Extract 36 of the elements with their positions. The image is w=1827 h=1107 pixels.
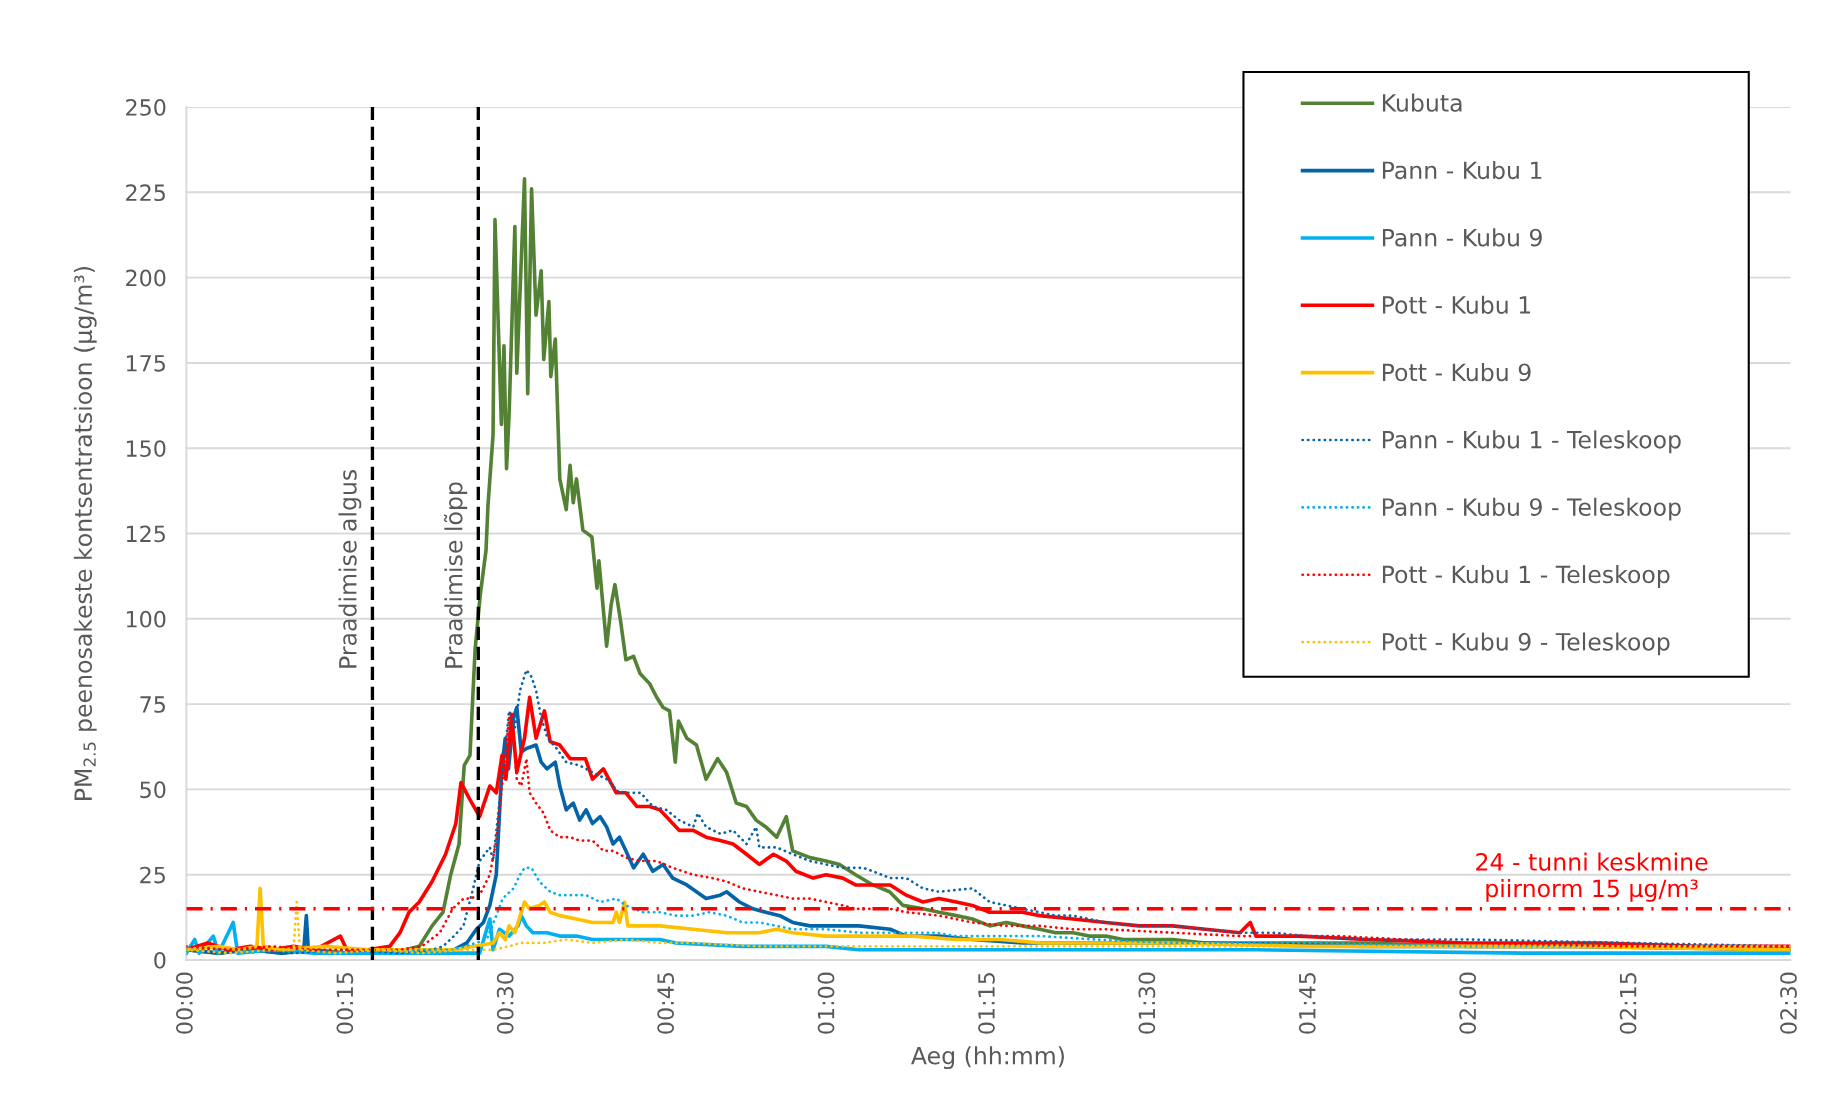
x-tick-label: 00:30 — [496, 972, 514, 1034]
y-tick-label: 150 — [126, 440, 166, 457]
y-axis-title: PM$_{2.5}$ peenosakeste kontsentratsioon (µg/m³) — [73, 267, 97, 800]
y-tick-label: 0 — [154, 951, 166, 969]
x-tick-label: 01:30 — [1138, 972, 1156, 1034]
y-tick-label: 75 — [140, 696, 165, 713]
y-tick-label: 25 — [140, 866, 165, 884]
legend-label: Pann - Kubu 9 — [1382, 228, 1542, 247]
x-axis-title: Aeg (hh:mm) — [911, 1046, 1064, 1070]
x-tick-label: 00:45 — [657, 973, 675, 1034]
legend-label: Pott - Kubu 1 — [1382, 295, 1531, 314]
x-tick-label: 02:00 — [1459, 972, 1477, 1034]
x-tick-label: 02:15 — [1619, 973, 1637, 1034]
legend-label: Pott - Kubu 9 — [1382, 362, 1531, 382]
x-tick-label: 01:00 — [817, 972, 835, 1034]
x-tick-label: 01:45 — [1298, 973, 1316, 1034]
ref-line-label: Praadimise algus — [338, 469, 362, 668]
ref-line-label: Praadimise lõpp — [443, 482, 468, 668]
legend-label: Pott - Kubu 9 - Teleskoop — [1382, 632, 1670, 656]
legend-label: Pann - Kubu 1 — [1382, 160, 1542, 180]
ref-line-label: 24 - tunni keskmine piirnorm 15 µg/m³ — [1476, 852, 1708, 902]
x-tick-label: 01:15 — [978, 973, 995, 1034]
x-tick-label: 00:15 — [336, 973, 354, 1034]
x-tick-label: 00:00 — [175, 972, 193, 1034]
x-tick-label: 02:30 — [1780, 972, 1797, 1034]
y-tick-label: 200 — [126, 269, 166, 287]
legend-label: Pott - Kubu 1 - Teleskoop — [1382, 565, 1670, 588]
legend-label: Pann - Kubu 1 - Teleskoop — [1382, 430, 1681, 454]
legend-label: Kubuta — [1382, 93, 1462, 112]
y-tick-label: 225 — [126, 184, 165, 202]
y-tick-label: 100 — [126, 610, 166, 628]
y-tick-label: 125 — [126, 525, 165, 543]
y-tick-label: 50 — [140, 781, 166, 799]
legend-label: Pann - Kubu 9 - Teleskoop — [1382, 497, 1681, 521]
y-tick-label: 250 — [126, 99, 166, 116]
y-tick-label: 175 — [126, 355, 165, 372]
